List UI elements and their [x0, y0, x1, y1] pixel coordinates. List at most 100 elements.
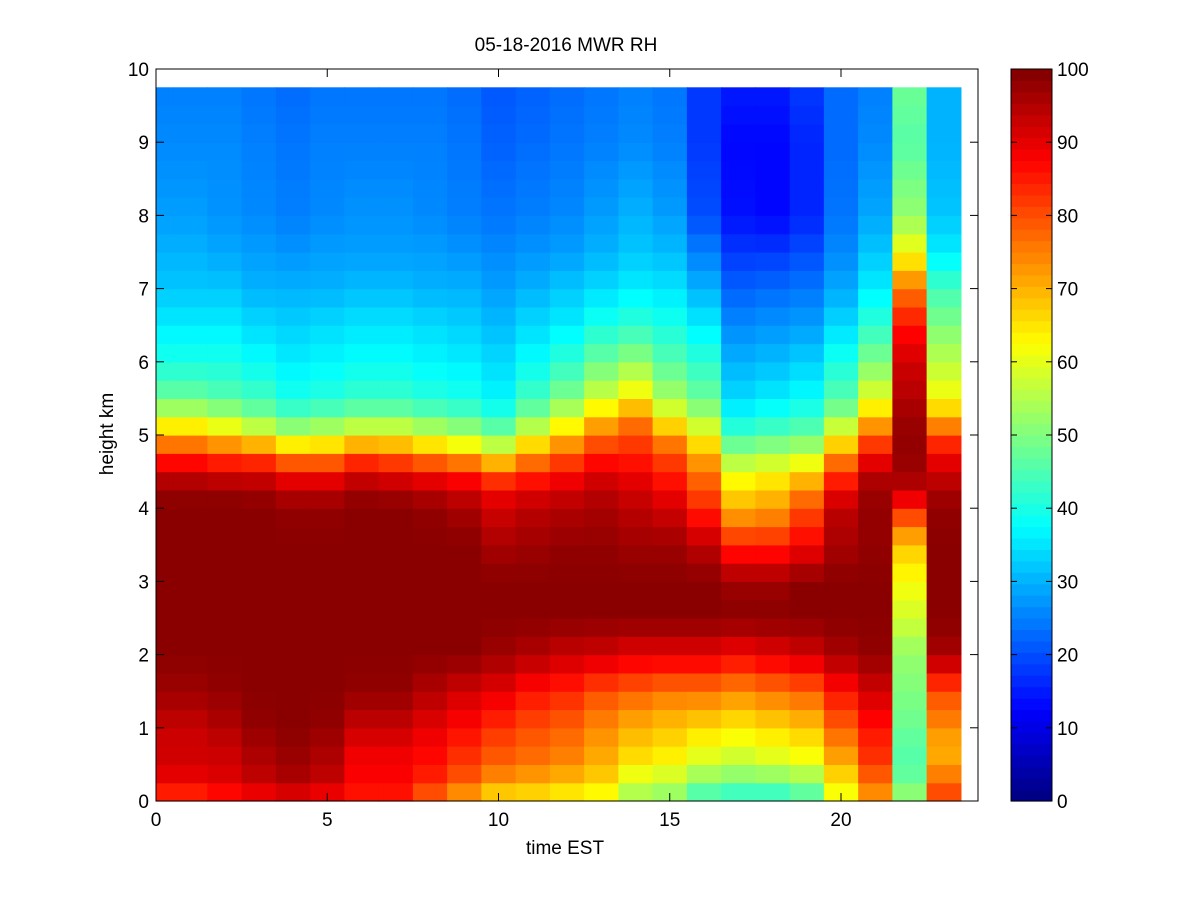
- heatmap-cell: [515, 782, 551, 802]
- heatmap-cell: [584, 380, 619, 399]
- heatmap-cell: [207, 672, 243, 692]
- heatmap-cell: [652, 618, 688, 637]
- heatmap-cell: [207, 599, 243, 619]
- heatmap-cell: [686, 489, 722, 509]
- heatmap-cell: [584, 526, 619, 546]
- heatmap-cell: [275, 380, 311, 399]
- heatmap-cell: [549, 398, 585, 418]
- heatmap-cell: [721, 398, 756, 418]
- heatmap-cell: [173, 361, 208, 381]
- heatmap-cell: [618, 654, 654, 674]
- heatmap-cell: [823, 636, 859, 656]
- heatmap-cell: [926, 87, 962, 107]
- heatmap-cell: [823, 178, 859, 198]
- heatmap-cell: [447, 581, 482, 601]
- heatmap-cell: [481, 599, 517, 619]
- heatmap-cell: [275, 343, 311, 363]
- heatmap-cell: [481, 105, 517, 125]
- heatmap-cell: [156, 215, 174, 235]
- heatmap-cell: [207, 563, 243, 582]
- heatmap-cell: [344, 233, 380, 253]
- heatmap-cell: [584, 105, 619, 125]
- heatmap-cell: [686, 672, 722, 692]
- heatmap-cell: [275, 782, 311, 802]
- heatmap-cell: [156, 197, 174, 216]
- heatmap-cell: [652, 563, 688, 582]
- heatmap-cell: [241, 746, 277, 765]
- heatmap-cell: [156, 691, 174, 711]
- heatmap-cell: [173, 727, 208, 747]
- x-tick-label: 5: [322, 810, 333, 831]
- heatmap-cell: [618, 508, 654, 528]
- heatmap-cell: [515, 178, 551, 198]
- heatmap-cell: [378, 782, 414, 802]
- heatmap-cell: [344, 343, 380, 363]
- heatmap-cell: [858, 123, 893, 143]
- heatmap-cell: [378, 764, 414, 784]
- heatmap-cell: [275, 672, 311, 692]
- heatmap-cell: [755, 398, 791, 418]
- colorbar-segment: [1011, 618, 1052, 631]
- heatmap-cell: [310, 197, 345, 216]
- heatmap-cell: [412, 160, 448, 180]
- heatmap-cell: [481, 618, 517, 637]
- colorbar-segment: [1011, 183, 1052, 196]
- heatmap-cell: [789, 343, 825, 363]
- heatmap-cell: [515, 197, 551, 216]
- heatmap-cell: [823, 489, 859, 509]
- heatmap-cell: [447, 691, 482, 711]
- heatmap-cell: [721, 215, 756, 235]
- heatmap-cell: [789, 526, 825, 546]
- heatmap-cell: [721, 782, 756, 802]
- heatmap-cell: [378, 544, 414, 564]
- heatmap-cell: [686, 288, 722, 308]
- heatmap-cell: [173, 435, 208, 454]
- y-tick-label: 3: [138, 572, 149, 593]
- heatmap-cell: [721, 87, 756, 107]
- colorbar-segment: [1011, 526, 1052, 539]
- heatmap-cell: [858, 508, 893, 528]
- heatmap-cell: [618, 288, 654, 308]
- heatmap-cell: [755, 544, 791, 564]
- heatmap-cell: [447, 178, 482, 198]
- heatmap-cell: [584, 544, 619, 564]
- heatmap-cell: [378, 325, 414, 345]
- heatmap-cell: [447, 215, 482, 235]
- heatmap-cell: [207, 398, 243, 418]
- heatmap-cell: [412, 599, 448, 619]
- heatmap-cell: [378, 105, 414, 125]
- colorbar-segment: [1011, 126, 1052, 139]
- heatmap-cell: [344, 544, 380, 564]
- heatmap-cell: [549, 288, 585, 308]
- heatmap-cell: [755, 489, 791, 509]
- heatmap-cell: [892, 435, 928, 454]
- heatmap-cell: [926, 142, 962, 162]
- heatmap-cell: [721, 471, 756, 491]
- heatmap-cell: [892, 782, 928, 802]
- heatmap-cell: [515, 544, 551, 564]
- heatmap-cell: [241, 215, 277, 235]
- heatmap-cell: [481, 526, 517, 546]
- heatmap-cell: [789, 306, 825, 326]
- heatmap-cell: [156, 672, 174, 692]
- heatmap-cell: [652, 306, 688, 326]
- colorbar-segment: [1011, 206, 1052, 219]
- heatmap-cell: [755, 160, 791, 180]
- heatmap-cell: [378, 563, 414, 582]
- heatmap-cell: [275, 435, 311, 454]
- heatmap-cell: [310, 544, 345, 564]
- heatmap-cell: [789, 581, 825, 601]
- heatmap-cell: [618, 270, 654, 290]
- heatmap-cell: [584, 581, 619, 601]
- heatmap-cell: [892, 178, 928, 198]
- heatmap-cell: [310, 782, 345, 802]
- heatmap-cell: [378, 123, 414, 143]
- heatmap-cell: [721, 123, 756, 143]
- heatmap-cell: [926, 380, 962, 399]
- colorbar-segment: [1011, 629, 1052, 642]
- heatmap-cell: [275, 709, 311, 729]
- heatmap-cell: [241, 142, 277, 162]
- y-tick-label: 4: [138, 499, 149, 520]
- heatmap-cell: [926, 672, 962, 692]
